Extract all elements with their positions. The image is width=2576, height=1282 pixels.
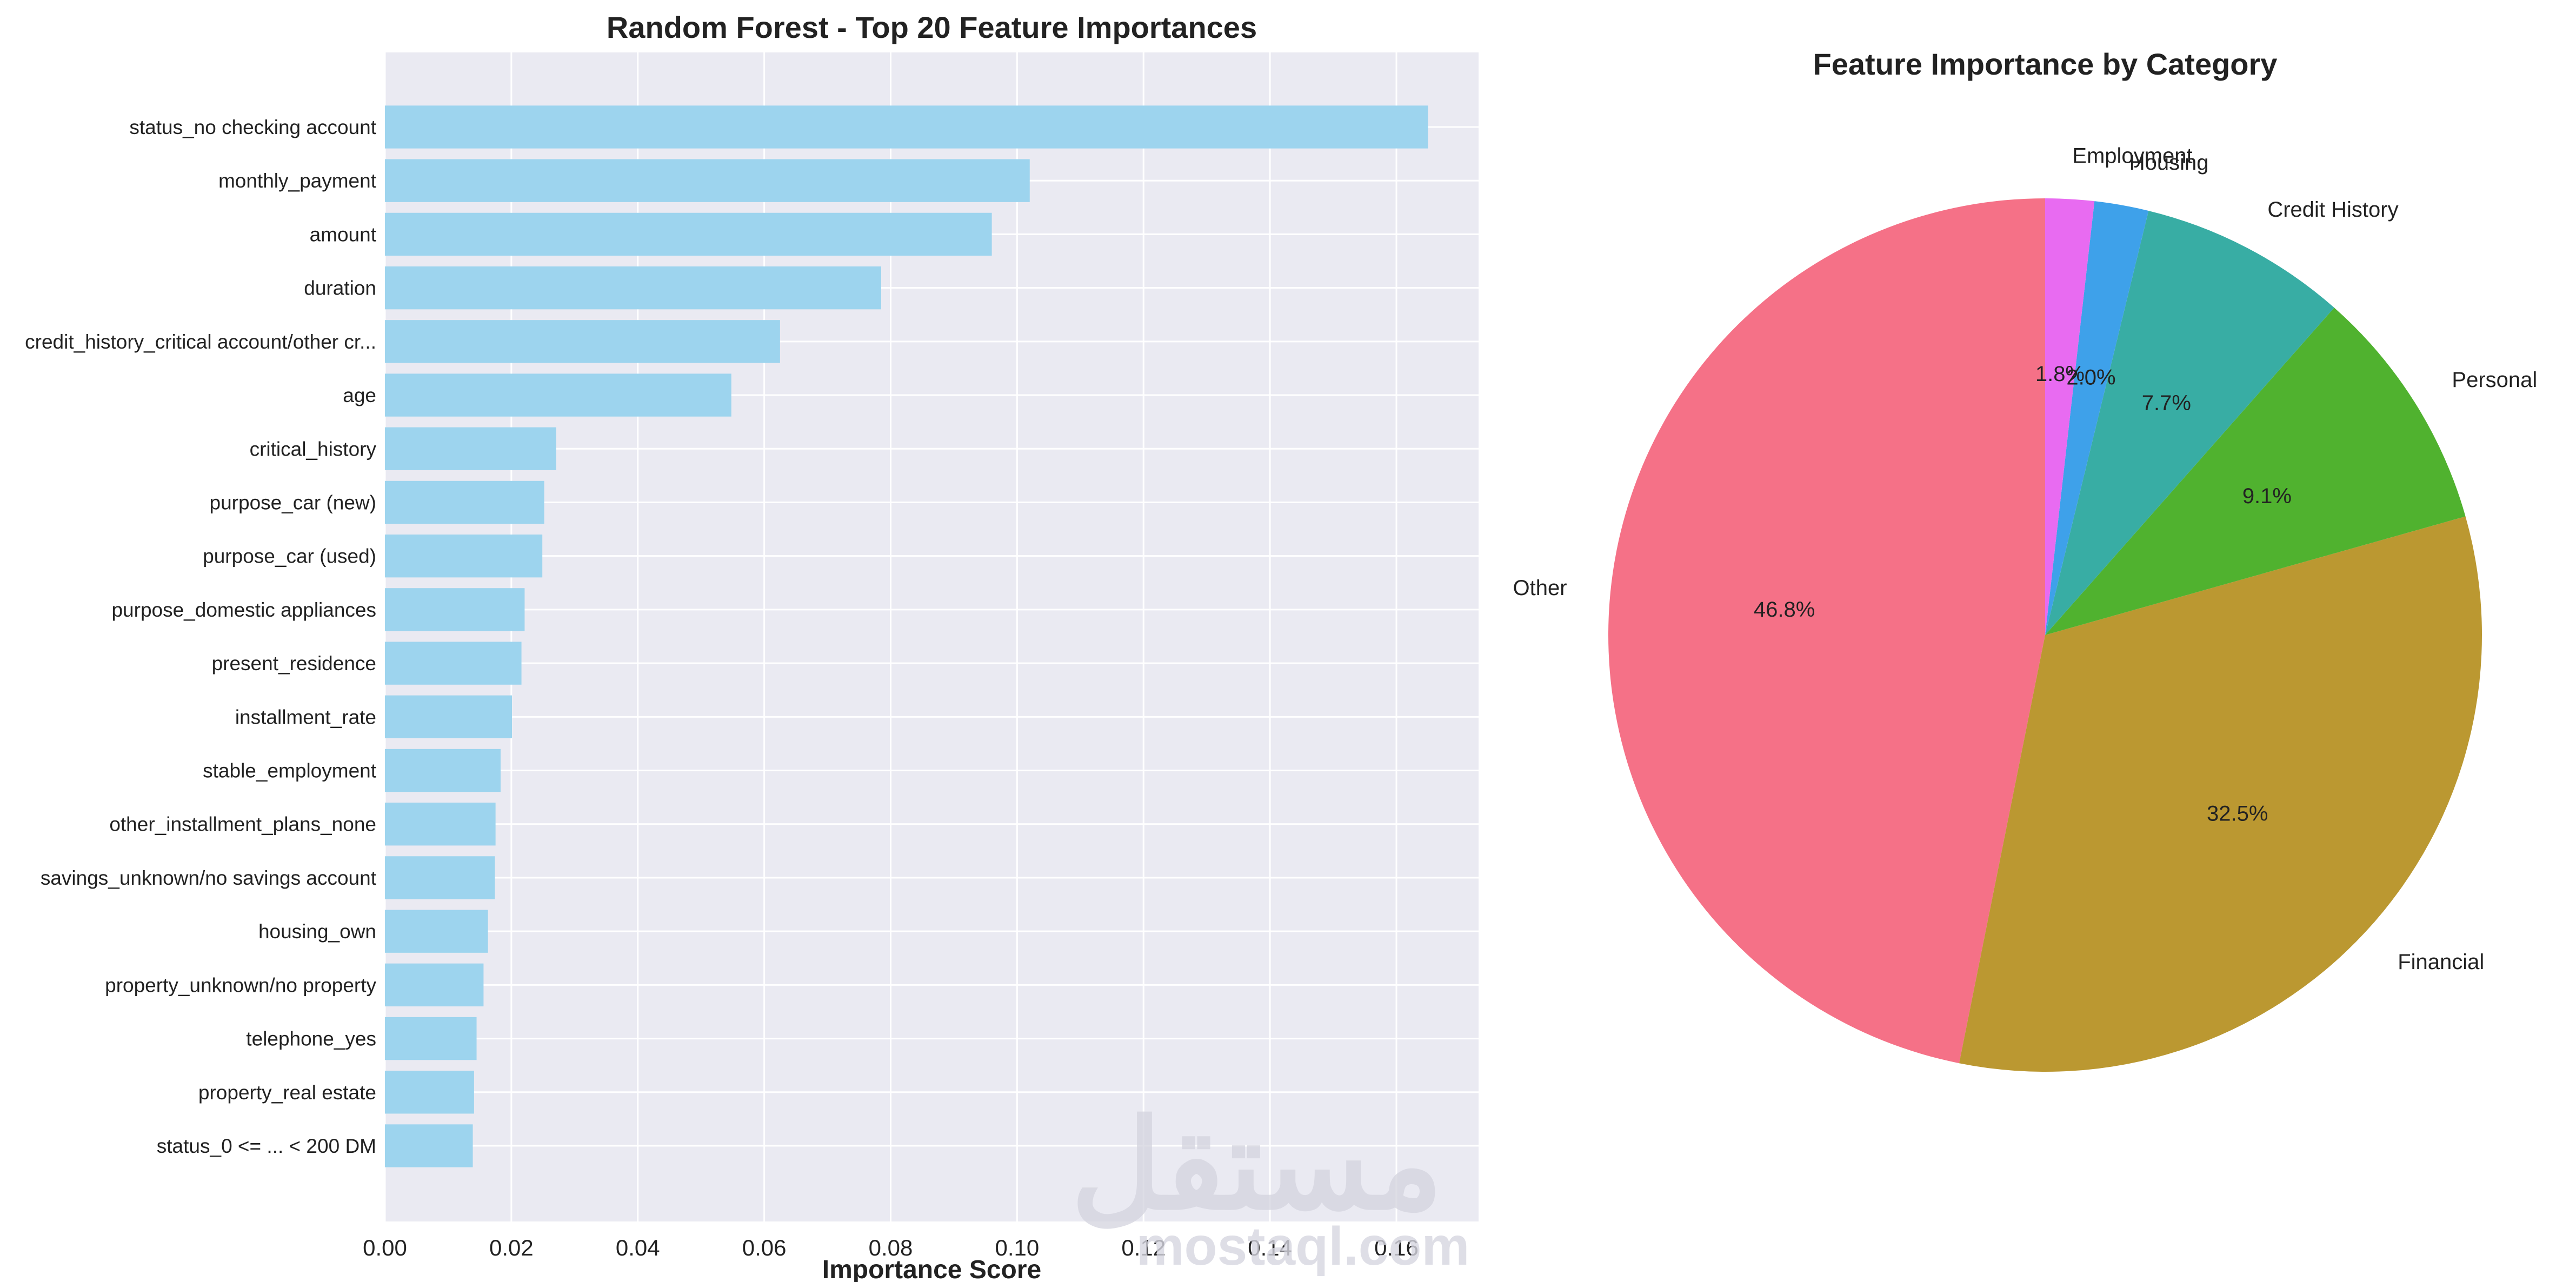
bar <box>385 373 731 417</box>
pie-category-label: Financial <box>2398 950 2484 974</box>
category-label: stable_employment <box>203 760 377 782</box>
bar <box>385 212 992 256</box>
pie-chart-title: Feature Importance by Category <box>1813 47 2278 81</box>
bar <box>385 159 1030 202</box>
x-tick-label: 0.10 <box>995 1235 1039 1260</box>
bar <box>385 480 544 524</box>
pie-percent-label: 7.7% <box>2142 391 2191 415</box>
x-tick-label: 0.16 <box>1374 1235 1419 1260</box>
category-label: property_real estate <box>198 1081 376 1104</box>
bar-chart: status_no checking account monthly_paymen… <box>25 10 1479 1282</box>
pie-percent-labels: 46.8% 32.5% 9.1% 7.7% 2.0%1.8% <box>1754 362 2292 825</box>
pie-category-label: Credit History <box>2267 198 2398 222</box>
bar <box>385 1071 474 1114</box>
category-label: status_0 <= ... < 200 DM <box>157 1135 376 1157</box>
pie-slice <box>1608 198 2045 1064</box>
pie-percent-label: 1.8% <box>2035 362 2085 386</box>
category-label: other_installment_plans_none <box>109 813 376 836</box>
x-tick-label: 0.08 <box>869 1235 913 1260</box>
bar <box>385 588 525 631</box>
pie-percent-label: 2.0% <box>2066 366 2115 390</box>
bar <box>385 803 496 846</box>
pie-slice <box>1959 516 2482 1072</box>
pie-slice <box>2045 210 2334 635</box>
x-tick-label: 0.06 <box>742 1235 787 1260</box>
x-tick-label: 0.14 <box>1248 1235 1292 1260</box>
category-label: telephone_yes <box>246 1028 376 1050</box>
pie-percent-label: 9.1% <box>2242 484 2292 508</box>
pie-category-label: Employment <box>2072 144 2192 168</box>
category-label: purpose_car (used) <box>203 545 376 567</box>
bar-x-axis-label: Importance Score <box>822 1256 1041 1282</box>
bar <box>385 856 495 899</box>
pie-slice-labels: Other Financial Personal Credit History Hous… <box>1513 144 2538 974</box>
pie-chart: Other Financial Personal Credit History Hous… <box>1513 47 2538 1072</box>
bar <box>385 642 522 685</box>
category-label: present_residence <box>212 652 376 675</box>
bar <box>385 266 881 310</box>
pie-category-label: Housing <box>2129 151 2209 175</box>
watermark-latin: mostaql.com <box>1136 1216 1470 1277</box>
pie-percent-label: 46.8% <box>1754 598 1815 622</box>
bar <box>385 427 556 470</box>
bar <box>385 1017 477 1060</box>
bar <box>385 910 488 953</box>
category-label: amount <box>310 223 377 245</box>
category-label: status_no checking account <box>129 116 376 138</box>
bar <box>385 963 484 1007</box>
category-label: monthly_payment <box>218 170 377 192</box>
pie-slices <box>1608 198 2482 1072</box>
category-label: housing_own <box>258 920 376 943</box>
watermark-arabic: مستقل <box>1071 1096 1443 1234</box>
category-label: critical_history <box>250 438 377 460</box>
bar-category-labels: status_no checking account monthly_paymen… <box>25 116 377 1157</box>
bar-series <box>385 105 1428 1167</box>
pie-category-label: Personal <box>2452 368 2537 392</box>
category-label: purpose_car (new) <box>210 491 376 513</box>
x-tick-label: 0.02 <box>489 1235 534 1260</box>
pie-slice <box>2045 198 2095 635</box>
bar <box>385 320 780 363</box>
pie-percent-label: 32.5% <box>2207 802 2268 825</box>
bar-chart-title: Random Forest - Top 20 Feature Importanc… <box>607 10 1257 44</box>
bar <box>385 1124 473 1167</box>
bar <box>385 535 543 578</box>
pie-slice <box>2045 201 2149 636</box>
category-label: savings_unknown/no savings account <box>41 867 377 889</box>
pie-slice <box>2045 308 2466 635</box>
category-label: property_unknown/no property <box>105 974 376 996</box>
watermark: مستقل mostaql.com <box>1071 1096 1470 1277</box>
category-label: credit_history_critical account/other cr… <box>25 331 376 353</box>
bar <box>385 105 1428 149</box>
category-label: duration <box>304 277 376 299</box>
bar-x-tick-labels: 0.00 0.02 0.04 0.06 0.08 0.10 0.12 0.14 0.16 <box>363 1235 1419 1260</box>
category-label: purpose_domestic appliances <box>111 599 376 621</box>
x-tick-label: 0.04 <box>616 1235 660 1260</box>
bar <box>385 749 501 792</box>
bar <box>385 695 512 738</box>
category-label: installment_rate <box>235 706 376 728</box>
x-tick-label: 0.12 <box>1121 1235 1166 1260</box>
x-tick-label: 0.00 <box>363 1235 407 1260</box>
pie-category-label: Other <box>1513 576 1567 600</box>
category-label: age <box>343 384 376 406</box>
